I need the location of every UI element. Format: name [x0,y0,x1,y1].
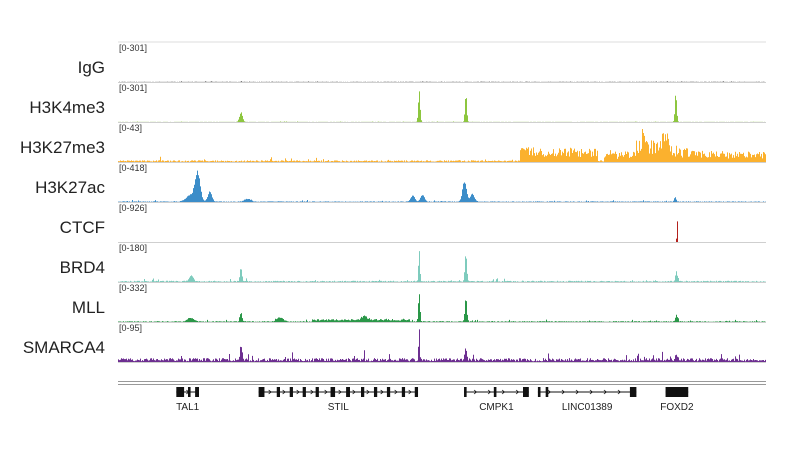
gene-exon [289,387,293,397]
track-range-smarca4: [0-95] [119,323,143,333]
gene-exon [386,387,391,397]
gene-exon [195,387,199,397]
strand-arrow [352,389,356,395]
gene-exon [315,387,319,397]
gene-exon [545,387,549,397]
signal-h3k27ac [118,170,766,202]
gene-exon [373,387,378,397]
gene-exon [493,387,497,397]
track-label-mll[interactable]: MLL [71,298,105,317]
signal-brd4 [118,251,766,282]
track-h3k27ac [118,170,766,203]
signal-h3k27me3 [118,129,766,162]
strand-arrow [561,389,566,395]
track-range-ctcf: [0-926] [119,203,148,213]
track-label-brd4[interactable]: BRD4 [59,258,105,277]
track-range-mll: [0-332] [119,283,148,293]
gene-exon [330,387,336,397]
track-igg [118,81,766,83]
gene-label-stil[interactable]: STIL [327,402,349,413]
track-mll [118,294,766,323]
gene-exon [276,387,280,397]
strand-arrow [186,389,190,395]
strand-arrow [282,389,286,395]
gene-exon [346,387,350,397]
strand-arrow [487,389,492,395]
strand-arrow [501,389,506,395]
gene-exon [302,387,306,397]
gene-exon [464,387,467,397]
track-label-ctcf[interactable]: CTCF [59,218,105,237]
track-range-h3k27me3: [0-43] [119,123,143,133]
strand-arrow [473,389,478,395]
strand-arrow [575,389,580,395]
strand-arrow [515,389,520,395]
gene-exon [665,387,689,397]
track-label-h3k27me3[interactable]: H3K27me3 [19,138,105,157]
strand-arrow [617,389,622,395]
gene-exon [414,387,419,397]
gene-exon [258,387,265,397]
track-range-h3k27ac: [0-418] [119,163,148,173]
strand-arrow [394,389,398,395]
track-label-h3k27ac[interactable]: H3K27ac [35,178,105,197]
gene-exon [176,387,185,397]
strand-arrow [338,389,342,395]
track-brd4 [118,251,766,283]
strand-arrow [408,389,412,395]
strand-arrow [310,389,314,395]
gene-label-foxd2[interactable]: FOXD2 [660,402,694,413]
gene-label-cmpk1[interactable]: CMPK1 [479,402,514,413]
strand-arrow [603,389,608,395]
gene-foxd2 [665,387,689,397]
gene-exon [523,387,529,397]
track-h3k4me3 [118,91,766,123]
strand-arrow [296,389,300,395]
gene-exon [401,387,406,397]
gene-tal1 [176,387,199,397]
strand-arrow [324,389,328,395]
track-range-h3k4me3: [0-301] [119,83,148,93]
gene-linc01389 [537,387,637,397]
strand-arrow [589,389,594,395]
signal-mll [118,294,766,322]
strand-arrow [547,389,552,395]
track-label-h3k4me3[interactable]: H3K4me3 [29,98,105,117]
gene-label-tal1[interactable]: TAL1 [176,402,200,413]
gene-label-linc01389[interactable]: LINC01389 [561,402,613,413]
gene-exon [361,387,365,397]
strand-arrow [675,389,679,395]
strand-arrow [268,389,272,395]
signal-ctcf [118,221,766,242]
gene-cmpk1 [464,387,529,397]
gene-stil [258,387,419,397]
track-range-igg: [0-301] [119,43,148,53]
track-ctcf [118,221,766,243]
track-h3k27me3 [118,129,766,163]
gene-exon [629,387,637,397]
strand-arrow [380,389,384,395]
signal-h3k4me3 [118,91,766,122]
track-range-brd4: [0-180] [119,243,148,253]
track-smarca4 [118,329,766,363]
strand-arrow [366,389,370,395]
signal-igg [118,81,766,82]
track-label-smarca4[interactable]: SMARCA4 [22,338,105,357]
gene-exon [537,387,541,397]
track-label-igg[interactable]: IgG [77,58,105,77]
signal-smarca4 [118,329,766,362]
